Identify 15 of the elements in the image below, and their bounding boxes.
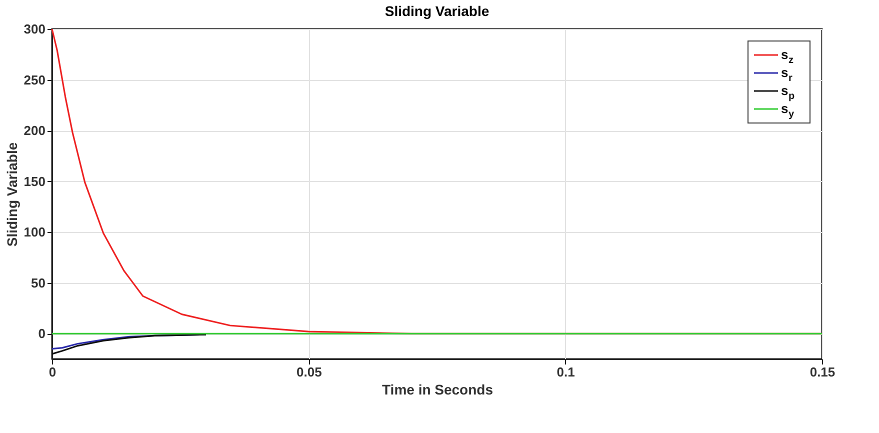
y-tick-label: 0: [38, 326, 46, 342]
y-tick-label: 150: [24, 174, 46, 189]
x-tick-label: 0.1: [556, 364, 575, 380]
y-tick-label: 250: [24, 72, 46, 88]
y-tick-label: 300: [24, 22, 46, 36]
y-tick-label: 50: [31, 275, 46, 290]
line-series: [51, 334, 207, 355]
y-axis-title: Sliding Variable: [4, 142, 20, 247]
x-tick-label: 0.15: [810, 364, 836, 380]
chart-title: Sliding Variable: [384, 3, 490, 19]
x-axis-title: Time in Seconds: [382, 382, 494, 398]
x-tick-label: 0: [48, 364, 56, 380]
y-tick-label: 100: [24, 224, 46, 240]
y-tick-label: 200: [24, 123, 46, 138]
x-tick-label: 0.05: [296, 364, 322, 380]
